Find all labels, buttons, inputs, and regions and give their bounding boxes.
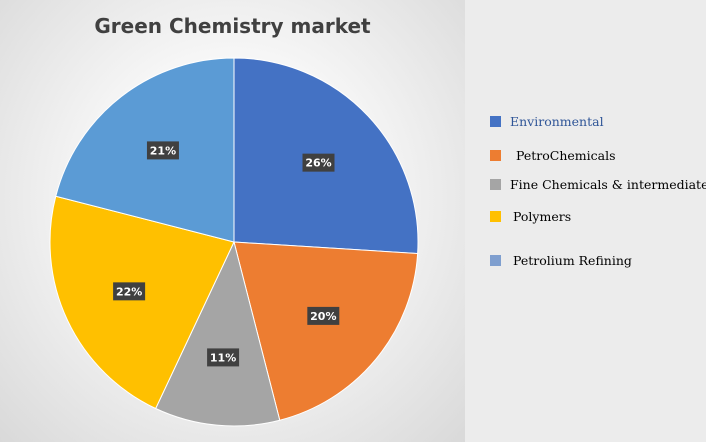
data-label-text: 26%	[305, 157, 331, 170]
pie-slice-petrochemicals	[233, 241, 419, 421]
legend-swatch-petrochemicals	[490, 149, 501, 161]
legend-swatch-fine-chemicals	[490, 178, 501, 190]
legend-label-environmental: Environmental	[510, 113, 604, 129]
legend-item-petrochemicals: PetroChemicals	[467, 147, 616, 163]
legend-item-fine-chemicals: Fine Chemicals & intermediate	[467, 176, 706, 192]
data-label-box	[146, 141, 179, 160]
legend-item-environmental: Environmental	[467, 113, 604, 129]
data-label-box	[207, 348, 240, 367]
chart-title: Green Chemistry market	[94, 14, 371, 38]
chart-area: 26% 20% 11% 22% 21% Green Chemistry market	[0, 0, 465, 442]
data-label-petrochemicals: 20%	[307, 306, 340, 325]
data-label-fine-chemicals-intermediate: 11%	[207, 348, 240, 367]
data-label-text: 21%	[150, 144, 176, 157]
data-label-box	[307, 306, 340, 325]
legend-item-polymers: Polymers	[467, 208, 571, 224]
pie-slice-polymers	[49, 195, 235, 410]
data-label-box	[302, 153, 335, 172]
pie-chart: 26% 20% 11% 22% 21%	[49, 57, 419, 427]
pie-slices	[49, 57, 419, 427]
legend-label-petrochemicals: PetroChemicals	[516, 147, 616, 163]
data-label-polymers: 22%	[113, 282, 146, 301]
legend-label-petrolium-refining: Petrolium Refining	[513, 252, 632, 268]
pie-slice-petrolium-refining	[55, 57, 235, 243]
data-label-text: 11%	[210, 351, 236, 364]
data-label-petrolium-refining: 21%	[146, 141, 179, 160]
legend-swatch-petrolium-refining	[490, 254, 501, 266]
data-label-text: 22%	[116, 285, 142, 298]
pie-slice-fine-chemicals-intermediate	[154, 240, 281, 427]
legend-swatch-environmental	[490, 115, 501, 127]
data-label-environmental: 26%	[302, 153, 335, 172]
data-label-text: 20%	[310, 310, 336, 323]
legend-label-fine-chemicals: Fine Chemicals & intermediate	[510, 176, 706, 192]
legend-item-petrolium-refining: Petrolium Refining	[467, 252, 632, 268]
pie-data-labels: 26% 20% 11% 22% 21%	[113, 141, 340, 367]
legend: Environmental PetroChemicals Fine Chemic…	[467, 0, 706, 442]
data-label-box	[113, 282, 146, 301]
legend-label-polymers: Polymers	[513, 208, 572, 224]
legend-swatch-polymers	[490, 210, 501, 222]
